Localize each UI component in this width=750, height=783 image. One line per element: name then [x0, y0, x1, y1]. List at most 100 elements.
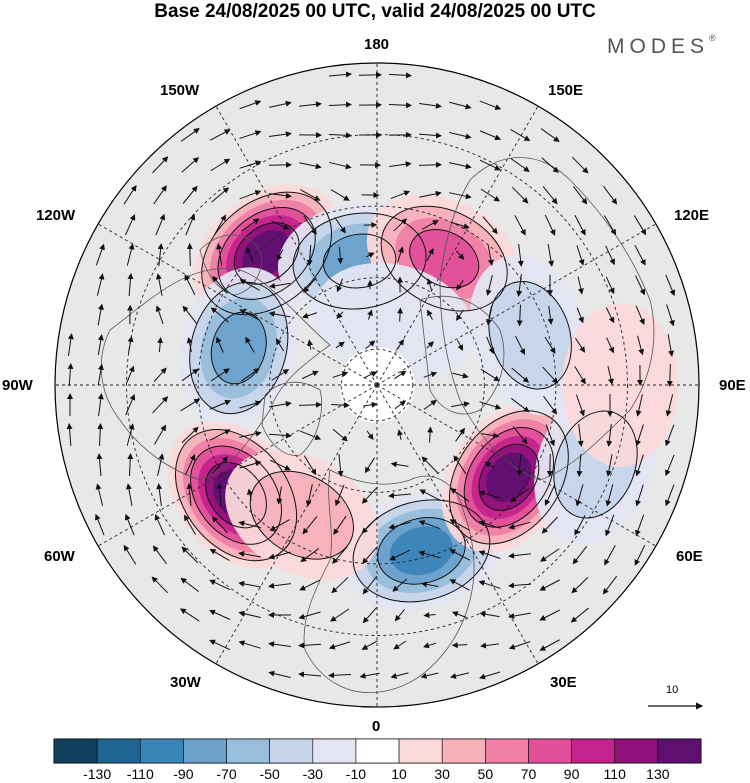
wind-vector: [337, 454, 344, 477]
wind-vector: [392, 578, 408, 592]
wind-vector: [389, 161, 412, 168]
wind-vector: [665, 484, 675, 507]
wind-vector: [449, 549, 470, 561]
wind-vector: [367, 309, 373, 320]
wind-vector: [511, 367, 530, 383]
wind-vector: [211, 516, 229, 534]
wind-vector: [512, 426, 528, 445]
wind-vector: [540, 128, 560, 143]
wind-vector: [329, 161, 352, 170]
wind-vector: [95, 483, 104, 506]
wind-vector: [127, 273, 134, 297]
wind-vector: [508, 612, 531, 619]
wind-vector: [574, 215, 586, 236]
wind-vector: [302, 312, 318, 319]
wind-vector: [307, 339, 314, 350]
wind-vector: [239, 279, 260, 291]
wind-vector: [366, 430, 374, 441]
wind-vector: [423, 642, 437, 649]
wind-vector: [182, 305, 198, 324]
wind-vector: [508, 552, 531, 559]
wind-vector: [157, 336, 164, 353]
wind-vector: [423, 612, 436, 619]
wind-vector: [575, 337, 586, 353]
wind-vector: [298, 671, 321, 678]
colorbar-tick-label: 70: [520, 766, 537, 782]
wind-vector: [337, 246, 344, 265]
lon-label-120w: 120W: [36, 207, 76, 224]
wind-vector: [510, 397, 530, 413]
wind-vector: [514, 215, 526, 236]
wind-vector: [268, 432, 292, 439]
wind-vector: [479, 159, 501, 171]
wind-vector: [634, 544, 646, 566]
colorbar-box: [355, 738, 400, 764]
wind-vector: [269, 192, 292, 199]
wind-vector: [210, 307, 229, 323]
wind-vector: [300, 548, 320, 563]
wind-vector: [181, 157, 200, 173]
wind-vector: [298, 611, 321, 620]
wind-vector: [333, 515, 347, 535]
wind-vector: [449, 519, 470, 531]
brand-logo: MODES®: [607, 33, 716, 59]
wind-vector: [246, 246, 254, 263]
colorbar-box: [312, 738, 357, 764]
colorbar-tick-label: -130: [83, 766, 112, 782]
contour-line: [488, 280, 572, 390]
wind-vector: [390, 672, 409, 679]
wind-vector: [605, 307, 615, 324]
lon-label-0: 0: [372, 718, 381, 735]
wind-vector: [271, 369, 290, 381]
chart-title: Base 24/08/2025 00 UTC, valid 24/08/2025…: [154, 1, 596, 22]
wind-vector: [452, 372, 469, 379]
wind-vector: [152, 156, 169, 174]
wind-vector: [449, 101, 472, 110]
wind-vector: [239, 430, 262, 438]
wind-vector: [303, 215, 317, 235]
wind-vector: [418, 550, 441, 559]
wind-vector: [209, 579, 231, 591]
wind-vector: [185, 213, 196, 236]
wind-vector: [418, 132, 442, 139]
wind-vector: [154, 424, 167, 445]
wind-vector: [361, 516, 378, 534]
wind-vector: [479, 611, 500, 618]
lon-label-30e: 30E: [550, 674, 577, 691]
colorbar-tick-label: 30: [434, 766, 450, 782]
wind-vector: [421, 220, 439, 230]
wind-vector: [388, 72, 412, 79]
wind-vector: [577, 276, 584, 295]
colorbar-box: [614, 738, 659, 764]
wind-vector: [276, 486, 283, 505]
wind-vector: [180, 577, 200, 592]
wind-vector: [298, 642, 322, 649]
wind-vector: [449, 162, 472, 170]
colorbar-box: [485, 738, 529, 764]
wind-vector: [572, 185, 588, 205]
wind-vector: [426, 278, 433, 291]
wind-vector: [603, 215, 617, 236]
contour-line: [210, 311, 267, 385]
wind-vector: [152, 545, 167, 565]
wind-vector: [480, 642, 499, 649]
wind-vector: [423, 371, 438, 378]
wind-vector: [212, 275, 228, 294]
lon-label-90e: 90E: [719, 377, 746, 394]
wind-vector: [330, 608, 350, 622]
colorbar-tick-label: -70: [216, 766, 237, 782]
colorbar-tick-label: 130: [646, 766, 670, 782]
brand-mark: ®: [709, 33, 716, 43]
wind-vector: [605, 245, 615, 266]
lon-label-30w: 30W: [170, 674, 201, 691]
wind-vector: [306, 244, 313, 266]
wind-vector: [517, 244, 524, 267]
wind-vector: [667, 334, 674, 357]
wind-vector: [664, 454, 675, 477]
wind-vector: [604, 545, 616, 566]
lon-label-90w: 90W: [2, 377, 33, 394]
wind-vector: [268, 551, 291, 560]
wind-vector: [127, 335, 134, 354]
wind-vector: [543, 395, 558, 415]
wind-vector: [238, 551, 261, 558]
